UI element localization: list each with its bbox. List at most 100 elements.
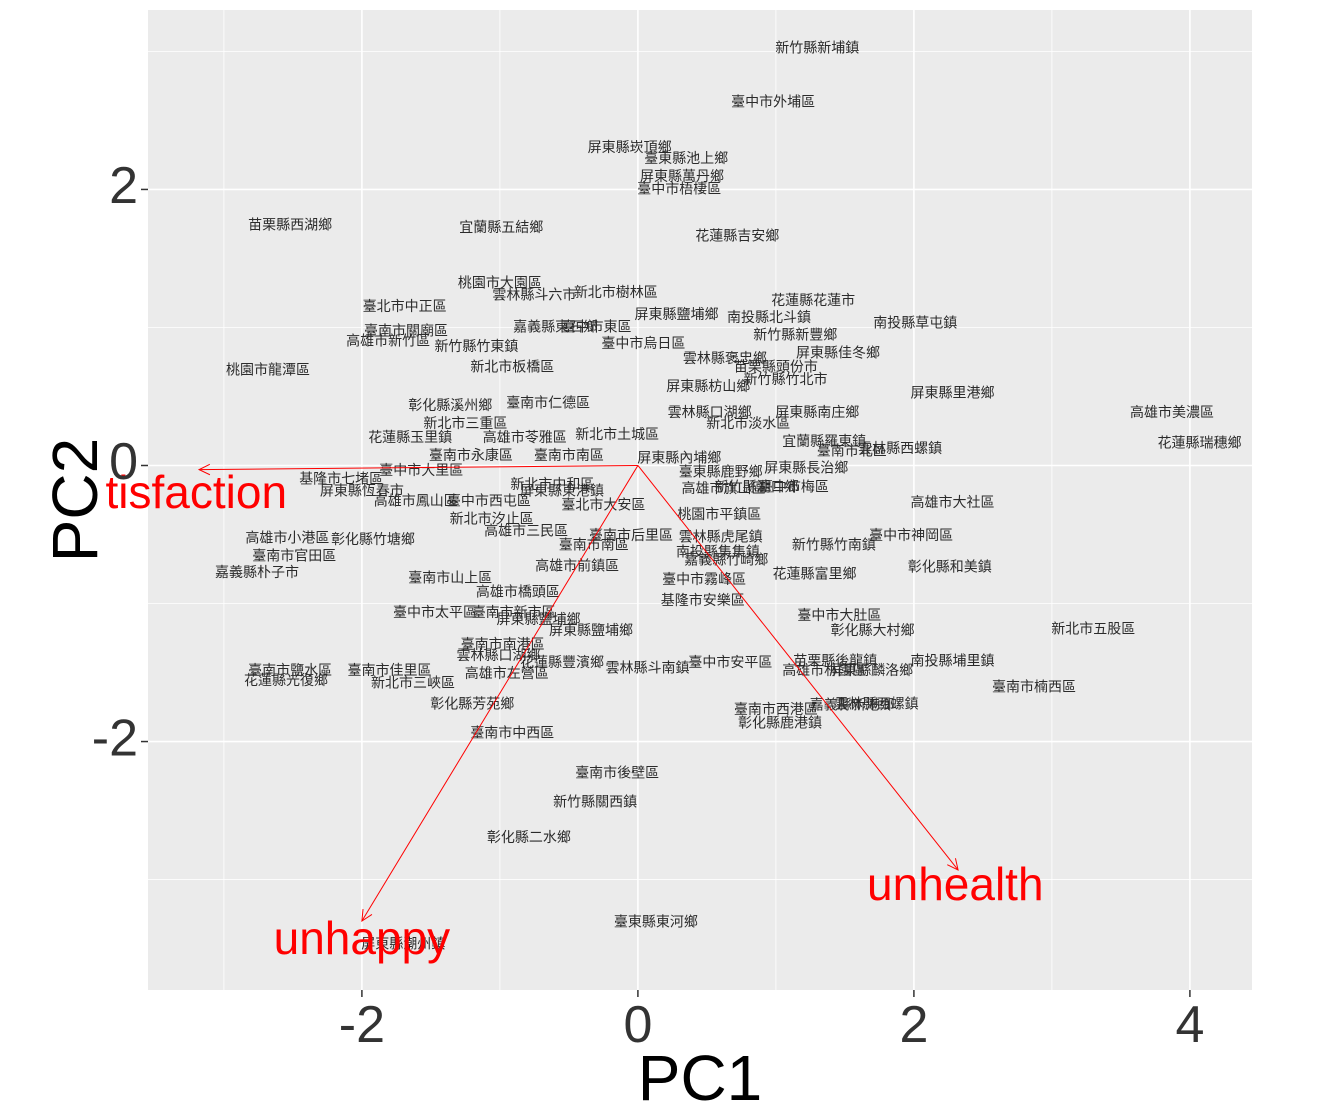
point-label: 桃園市平鎮區 xyxy=(677,506,761,523)
point-label: 苗栗縣後龍鎮 xyxy=(793,652,877,669)
x-tick-label: -2 xyxy=(339,996,385,1054)
point-label: 臺南市新市區 xyxy=(472,604,556,621)
point-label: 屏東縣潮州鎮 xyxy=(361,936,445,952)
point-label: 新竹縣關西鎮 xyxy=(553,794,637,810)
point-label: 彰化縣大村鄉 xyxy=(831,622,915,639)
arrowhead-unhealth xyxy=(947,858,959,871)
point-label: 屏東縣恆春市 xyxy=(320,483,404,500)
point-label: 臺中市西屯區 xyxy=(447,492,531,509)
point-label: 臺中市東區 xyxy=(562,318,632,335)
point-label: 宜蘭縣五結鄉 xyxy=(459,220,543,236)
point-label: 臺南市南區 xyxy=(534,447,604,464)
point-label: 新北市三峽區 xyxy=(371,675,455,692)
point-label: 新北市三重區 xyxy=(423,415,507,432)
point-label: 新竹縣竹東鎮 xyxy=(434,339,518,355)
point-label: 臺中市外埔區 xyxy=(731,93,815,110)
point-label: 高雄市三民區 xyxy=(484,523,568,540)
point-label: 花蓮縣吉安鄉 xyxy=(695,228,779,244)
loading-arrow-tisfaction xyxy=(199,464,638,471)
point-label: 屏東縣長治鄉 xyxy=(764,460,848,476)
point-label: 嘉義縣東石鄉 xyxy=(513,318,597,335)
point-label: 花蓮縣豐濱鄉 xyxy=(520,655,604,671)
point-label: 屏東縣里港鄉 xyxy=(911,386,995,402)
point-label: 屏東縣萬丹鄉 xyxy=(640,169,724,185)
point-label: 花蓮縣光復鄉 xyxy=(244,672,328,689)
y-tick-label: -2 xyxy=(92,709,138,767)
point-label: 彰化縣二水鄉 xyxy=(487,829,571,846)
point-label: 臺中市大肚區 xyxy=(797,607,881,624)
point-label: 新北市淡水區 xyxy=(706,415,790,432)
point-label: 臺南市鹽水區 xyxy=(248,662,332,679)
point-label: 屏東縣鹽埔鄉 xyxy=(549,623,633,639)
point-label: 雲林縣西螺鎮 xyxy=(858,441,942,457)
point-label: 臺北市中正區 xyxy=(363,298,447,315)
point-label: 新北市汐止區 xyxy=(450,510,534,527)
point-label: 臺東縣東河鄉 xyxy=(614,914,698,930)
point-label: 高雄市新竹區 xyxy=(346,332,430,349)
point-label: 高雄市大社區 xyxy=(911,494,995,511)
x-tick-label: 2 xyxy=(899,996,928,1054)
point-label: 臺南市南區 xyxy=(559,537,629,554)
point-label: 臺中市梧棲區 xyxy=(637,180,721,197)
point-label: 高雄市美濃區 xyxy=(1130,404,1214,421)
plot-panel xyxy=(148,10,1252,990)
point-label: 彰化縣鹿港鎮 xyxy=(738,715,822,732)
y-tick-label: 2 xyxy=(109,157,138,215)
point-label: 臺中市大里區 xyxy=(379,462,463,479)
point-label: 臺中市烏日區 xyxy=(601,335,685,352)
point-label: 嘉義縣朴子市 xyxy=(215,564,299,581)
point-label: 高雄市苓雅區 xyxy=(483,429,567,446)
point-label: 屏東縣鹽埔鄉 xyxy=(497,612,581,628)
point-label: 南投縣草屯鎮 xyxy=(873,315,957,331)
point-label: 新竹縣竹南鎮 xyxy=(792,538,876,554)
loading-label-unhappy: unhappy xyxy=(274,912,451,964)
point-label: 臺南市山上區 xyxy=(408,570,492,587)
point-label: 雲林縣虎尾鎮 xyxy=(679,529,763,545)
loading-label-unhealth: unhealth xyxy=(867,858,1044,910)
point-label: 新北市土城區 xyxy=(575,426,659,443)
point-label: 彰化縣竹塘鄉 xyxy=(331,531,415,548)
point-label: 雲林縣褒忠鄉 xyxy=(683,351,767,367)
loading-arrow-unhealth xyxy=(637,465,959,871)
point-label: 臺東縣池上鄉 xyxy=(644,151,728,167)
point-label: 基隆市七堵區 xyxy=(299,470,383,487)
point-label: 雲林縣斗六市 xyxy=(492,287,576,304)
point-label: 桃園市龍潭區 xyxy=(226,361,310,378)
point-label: 新竹縣新埔鎮 xyxy=(775,41,859,57)
point-label: 屏東縣佳冬鄉 xyxy=(796,346,880,362)
point-label: 彰化縣溪州鄉 xyxy=(408,397,492,414)
point-label: 苗栗縣西湖鄉 xyxy=(248,217,332,233)
point-label: 臺南市南港區 xyxy=(461,636,545,653)
point-label: 臺南市西港區 xyxy=(734,701,818,718)
point-label: 花蓮縣富里鄉 xyxy=(773,566,857,583)
point-label: 新北市板橋區 xyxy=(470,358,554,375)
point-label: 高雄市左營區 xyxy=(465,665,549,682)
y-axis-title: PC2 xyxy=(39,438,111,563)
loading-arrow-unhappy xyxy=(361,465,639,922)
point-label: 新竹縣湖口鄉 xyxy=(715,480,799,496)
point-label: 臺南市官田區 xyxy=(252,548,336,565)
point-label: 屏東縣麟洛鄉 xyxy=(829,663,913,679)
point-label: 嘉義縣竹崎鄉 xyxy=(684,552,768,569)
point-label: 臺南市關廟區 xyxy=(364,323,448,340)
point-label: 彰化縣芳苑鄉 xyxy=(430,695,514,712)
point-label: 臺南市楠西區 xyxy=(992,679,1076,696)
loading-label-tisfaction: tisfaction xyxy=(106,466,288,518)
point-labels: 新竹縣新埔鎮臺中市外埔區屏東縣崁頂鄉臺東縣池上鄉屏東縣萬丹鄉臺中市梧棲區苗栗縣西… xyxy=(215,41,1242,953)
minor-gridlines xyxy=(148,10,1252,990)
point-label: 花蓮縣花蓮市 xyxy=(771,292,855,309)
arrowhead-tisfaction xyxy=(197,463,211,476)
point-label: 臺南市北區 xyxy=(817,443,887,460)
point-label: 雲林縣西螺鎮 xyxy=(835,696,919,712)
point-label: 臺中市安平區 xyxy=(688,654,772,671)
point-label: 桃園市大園區 xyxy=(458,274,542,291)
point-label: 屏東縣南庄鄉 xyxy=(775,404,859,421)
point-label: 彰化縣和美鎮 xyxy=(908,559,992,576)
point-label: 臺南市佳里區 xyxy=(348,662,432,679)
y-tick-label: 0 xyxy=(109,433,138,491)
point-label: 臺南市后里區 xyxy=(589,527,673,544)
x-tick-label: 4 xyxy=(1175,996,1204,1054)
point-label: 苗栗縣頭份市 xyxy=(734,358,818,375)
point-label: 雲林縣斗南鎮 xyxy=(606,660,690,676)
point-label: 臺中市神岡區 xyxy=(869,527,953,544)
